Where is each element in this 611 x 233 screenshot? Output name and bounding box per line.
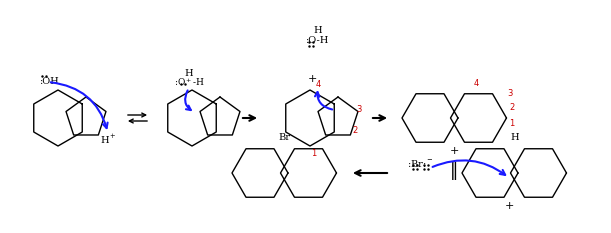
Text: +: +: [505, 201, 514, 211]
Text: :O$^+$-H: :O$^+$-H: [174, 76, 205, 88]
Text: 2: 2: [510, 103, 514, 112]
Text: 4: 4: [316, 80, 321, 89]
Text: 3: 3: [356, 105, 361, 114]
Text: 2: 2: [353, 126, 358, 135]
Text: +: +: [450, 146, 459, 156]
Text: 1: 1: [510, 119, 514, 128]
Text: H: H: [185, 69, 193, 78]
Text: Br: Br: [278, 133, 290, 142]
Text: +: +: [307, 74, 316, 84]
Text: H: H: [313, 26, 323, 35]
Text: H: H: [510, 133, 519, 142]
Text: 1: 1: [312, 149, 316, 158]
Text: :OH: :OH: [40, 77, 60, 86]
Text: :O-H: :O-H: [306, 36, 330, 45]
Text: H$^+$: H$^+$: [100, 133, 116, 146]
Text: :Br:$^-$: :Br:$^-$: [406, 158, 433, 169]
Text: ‖: ‖: [450, 162, 458, 180]
Text: 4: 4: [474, 79, 479, 88]
Text: 3: 3: [508, 89, 513, 98]
